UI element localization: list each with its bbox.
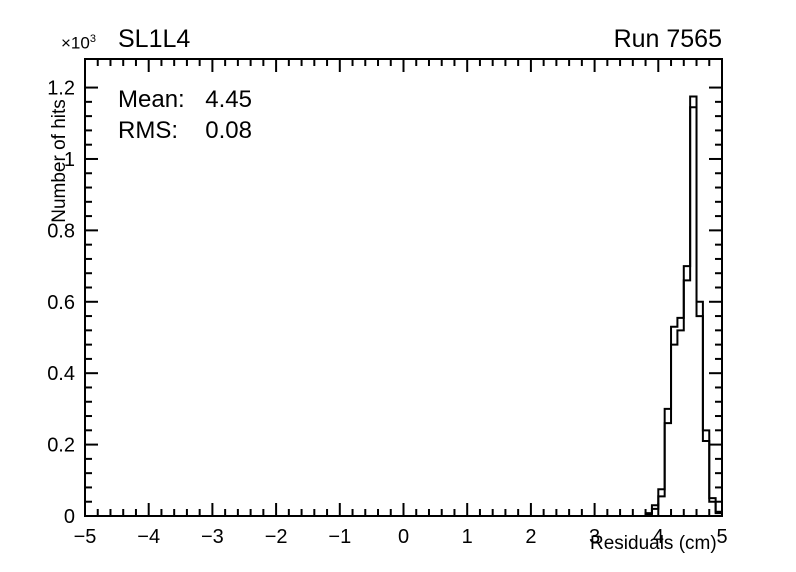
histogram-trace <box>85 95 723 517</box>
y-tick-label: 0.6 <box>47 292 75 314</box>
x-tick-label: 2 <box>525 526 536 548</box>
y-axis-exponent-prefix: ×10 <box>61 33 90 53</box>
stats-mean-label: Mean: <box>118 86 185 113</box>
x-tick-label: −3 <box>201 526 224 548</box>
stats-box: Mean: 4.45 RMS: 0.08 <box>118 84 252 146</box>
x-axis-ticks <box>84 59 723 516</box>
stats-row-rms: RMS: 0.08 <box>118 115 252 146</box>
y-tick-label: 1 <box>64 149 75 171</box>
y-tick-label: 0 <box>64 506 75 528</box>
x-tick-label: −5 <box>74 526 97 548</box>
y-tick-label: 1.2 <box>47 78 75 100</box>
histogram-trace <box>85 106 723 517</box>
x-tick-label: 5 <box>716 526 727 548</box>
x-axis-title: Residuals (cm) <box>590 533 717 554</box>
x-tick-label: 4 <box>653 526 664 548</box>
run-label: Run 7565 <box>613 25 722 53</box>
stats-rms-value: 0.08 <box>205 117 252 144</box>
y-axis-exponent-power: 3 <box>89 33 96 45</box>
y-axis-tick-labels: 0 0.2 0.4 0.6 0.8 1 1.2 <box>47 78 75 528</box>
stats-rms-label: RMS: <box>118 117 178 144</box>
x-axis-tick-labels: −5 −4 −3 −2 −1 0 1 2 3 4 5 <box>74 526 728 548</box>
stats-mean-value: 4.45 <box>205 86 252 113</box>
x-tick-label: 3 <box>589 526 600 548</box>
histogram-series <box>85 95 723 517</box>
y-tick-label: 0.2 <box>47 435 75 457</box>
y-tick-label: 0.8 <box>47 220 75 242</box>
y-axis-ticks <box>85 86 722 517</box>
stats-row-mean: Mean: 4.45 <box>118 84 252 115</box>
x-tick-label: 0 <box>398 526 409 548</box>
plot-frame <box>84 58 723 517</box>
x-tick-label: 1 <box>462 526 473 548</box>
x-tick-label: −1 <box>328 526 351 548</box>
y-axis-exponent: ×103 <box>61 30 96 53</box>
x-tick-label: −4 <box>137 526 160 548</box>
y-tick-label: 0.4 <box>47 363 75 385</box>
histogram-title: SL1L4 <box>118 25 191 53</box>
x-tick-label: −2 <box>265 526 288 548</box>
